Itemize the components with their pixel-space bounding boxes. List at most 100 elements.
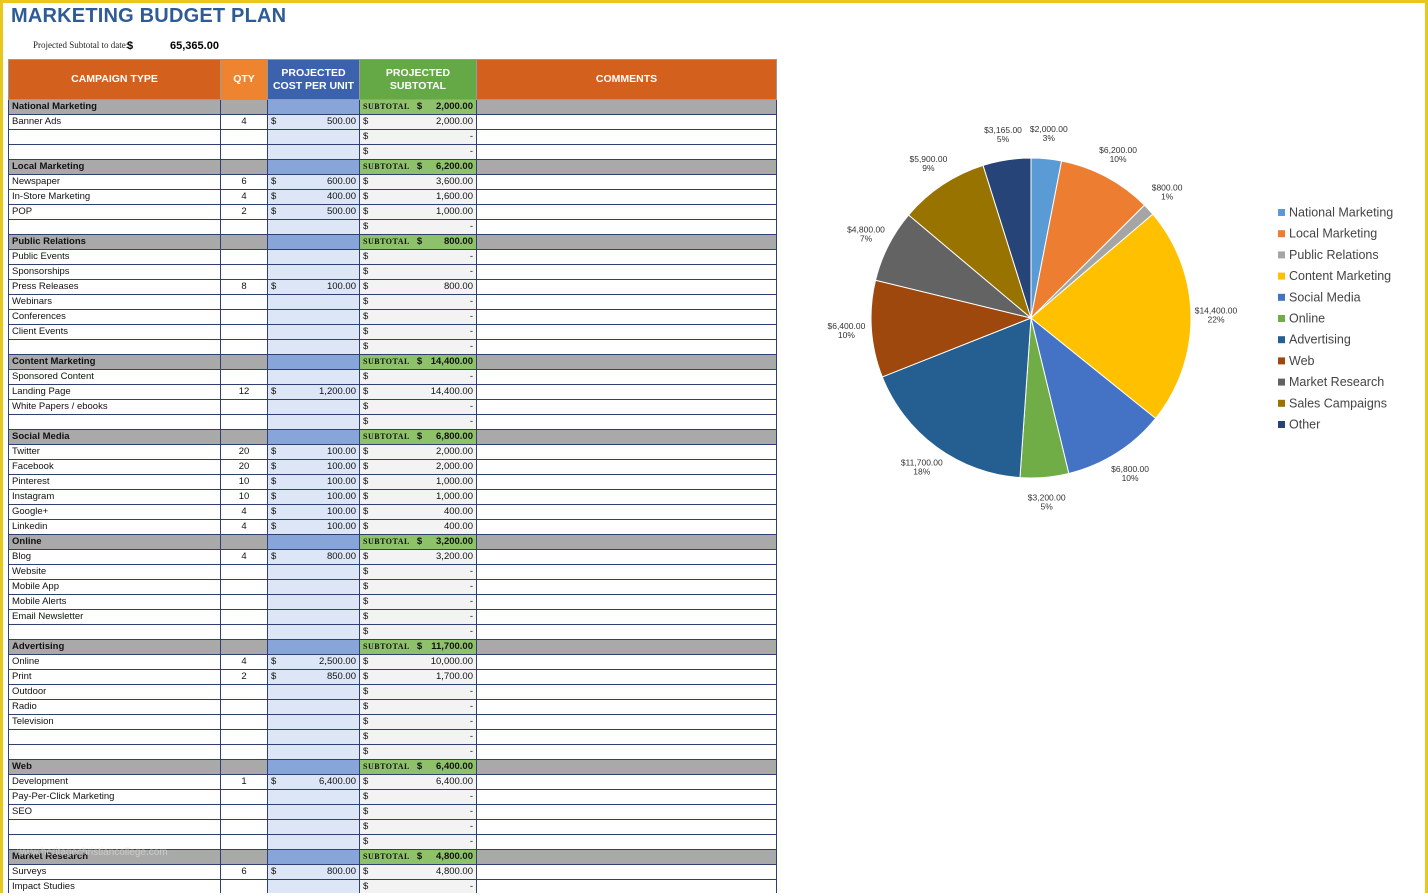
comment-cell[interactable]: [476, 834, 777, 850]
comment-cell[interactable]: [476, 459, 777, 475]
comment-cell[interactable]: [476, 594, 777, 610]
qty-cell[interactable]: [220, 339, 268, 355]
cost-cell[interactable]: $100.00: [267, 519, 360, 535]
qty-cell[interactable]: 2: [220, 669, 268, 685]
qty-cell[interactable]: 4: [220, 519, 268, 535]
legend-label[interactable]: Content Marketing: [1289, 269, 1391, 283]
section-subtotal-cell[interactable]: SUBTOTAL $6,200.00: [359, 159, 477, 175]
legend-label[interactable]: Public Relations: [1289, 248, 1379, 262]
section-subtotal-cell[interactable]: SUBTOTAL $11,700.00: [359, 639, 477, 655]
comment-cell[interactable]: [476, 774, 777, 790]
comment-cell[interactable]: [476, 114, 777, 130]
cost-cell[interactable]: $1,200.00: [267, 384, 360, 400]
campaign-name-cell[interactable]: SEO: [8, 804, 221, 820]
comment-cell[interactable]: [476, 729, 777, 745]
comment-cell[interactable]: [476, 414, 777, 430]
subtotal-cell[interactable]: $ -: [359, 249, 477, 265]
subtotal-cell[interactable]: $ -: [359, 804, 477, 820]
campaign-name-cell[interactable]: Radio: [8, 699, 221, 715]
cost-cell[interactable]: [267, 609, 360, 625]
qty-cell[interactable]: [220, 354, 268, 370]
comment-cell[interactable]: [476, 99, 777, 115]
cost-cell[interactable]: [267, 579, 360, 595]
subtotal-cell[interactable]: $1,000.00: [359, 489, 477, 505]
qty-cell[interactable]: 4: [220, 114, 268, 130]
qty-cell[interactable]: 4: [220, 504, 268, 520]
cost-cell[interactable]: [267, 684, 360, 700]
qty-cell[interactable]: [220, 369, 268, 385]
subtotal-cell[interactable]: $ -: [359, 579, 477, 595]
qty-cell[interactable]: [220, 399, 268, 415]
cost-cell[interactable]: $800.00: [267, 864, 360, 880]
campaign-name-cell[interactable]: Pinterest: [8, 474, 221, 490]
campaign-name-cell[interactable]: Conferences: [8, 309, 221, 325]
qty-cell[interactable]: [220, 729, 268, 745]
comment-cell[interactable]: [476, 804, 777, 820]
qty-cell[interactable]: [220, 324, 268, 340]
comment-cell[interactable]: [476, 609, 777, 625]
subtotal-cell[interactable]: $400.00: [359, 519, 477, 535]
comment-cell[interactable]: [476, 534, 777, 550]
qty-cell[interactable]: [220, 534, 268, 550]
comment-cell[interactable]: [476, 129, 777, 145]
qty-cell[interactable]: 10: [220, 489, 268, 505]
subtotal-cell[interactable]: $1,600.00: [359, 189, 477, 205]
cost-cell[interactable]: [267, 414, 360, 430]
campaign-name-cell[interactable]: Impact Studies: [8, 879, 221, 893]
cost-cell[interactable]: [267, 534, 360, 550]
subtotal-cell[interactable]: $ -: [359, 714, 477, 730]
pie-slice-advertising[interactable]: [881, 317, 1032, 479]
legend-label[interactable]: Online: [1289, 312, 1325, 326]
cost-cell[interactable]: [267, 639, 360, 655]
subtotal-cell[interactable]: $ -: [359, 264, 477, 280]
legend-label[interactable]: Local Marketing: [1289, 227, 1377, 241]
subtotal-cell[interactable]: $ -: [359, 369, 477, 385]
campaign-name-cell[interactable]: [8, 819, 221, 835]
qty-cell[interactable]: 10: [220, 474, 268, 490]
cost-cell[interactable]: [267, 234, 360, 250]
subtotal-cell[interactable]: $ -: [359, 729, 477, 745]
cost-cell[interactable]: [267, 264, 360, 280]
qty-cell[interactable]: 8: [220, 279, 268, 295]
cost-cell[interactable]: [267, 249, 360, 265]
qty-cell[interactable]: [220, 429, 268, 445]
subtotal-cell[interactable]: $ -: [359, 309, 477, 325]
comment-cell[interactable]: [476, 279, 777, 295]
comment-cell[interactable]: [476, 864, 777, 880]
comment-cell[interactable]: [476, 369, 777, 385]
section-name[interactable]: Public Relations: [8, 234, 221, 250]
comment-cell[interactable]: [476, 159, 777, 175]
qty-cell[interactable]: [220, 129, 268, 145]
qty-cell[interactable]: 2: [220, 204, 268, 220]
projected-subtotal-value[interactable]: 65,365.00: [170, 40, 219, 52]
section-name[interactable]: Content Marketing: [8, 354, 221, 370]
comment-cell[interactable]: [476, 174, 777, 190]
cost-cell[interactable]: [267, 294, 360, 310]
comment-cell[interactable]: [476, 684, 777, 700]
qty-cell[interactable]: [220, 159, 268, 175]
campaign-name-cell[interactable]: POP: [8, 204, 221, 220]
subtotal-cell[interactable]: $2,000.00: [359, 459, 477, 475]
section-subtotal-cell[interactable]: SUBTOTAL $6,800.00: [359, 429, 477, 445]
subtotal-cell[interactable]: $ -: [359, 699, 477, 715]
pie-slice-web[interactable]: [870, 279, 1033, 378]
comment-cell[interactable]: [476, 579, 777, 595]
legend-label[interactable]: Social Media: [1289, 290, 1361, 304]
subtotal-cell[interactable]: $ -: [359, 414, 477, 430]
comment-cell[interactable]: [476, 879, 777, 893]
comment-cell[interactable]: [476, 519, 777, 535]
cost-cell[interactable]: [267, 339, 360, 355]
section-subtotal-cell[interactable]: SUBTOTAL $2,000.00: [359, 99, 477, 115]
comment-cell[interactable]: [476, 654, 777, 670]
cost-cell[interactable]: $6,400.00: [267, 774, 360, 790]
comment-cell[interactable]: [476, 399, 777, 415]
subtotal-cell[interactable]: $10,000.00: [359, 654, 477, 670]
subtotal-cell[interactable]: $14,400.00: [359, 384, 477, 400]
campaign-name-cell[interactable]: [8, 744, 221, 760]
cost-cell[interactable]: $500.00: [267, 114, 360, 130]
campaign-name-cell[interactable]: White Papers / ebooks: [8, 399, 221, 415]
legend-label[interactable]: National Marketing: [1289, 206, 1393, 220]
qty-cell[interactable]: [220, 309, 268, 325]
cost-cell[interactable]: [267, 429, 360, 445]
campaign-name-cell[interactable]: Newspaper: [8, 174, 221, 190]
